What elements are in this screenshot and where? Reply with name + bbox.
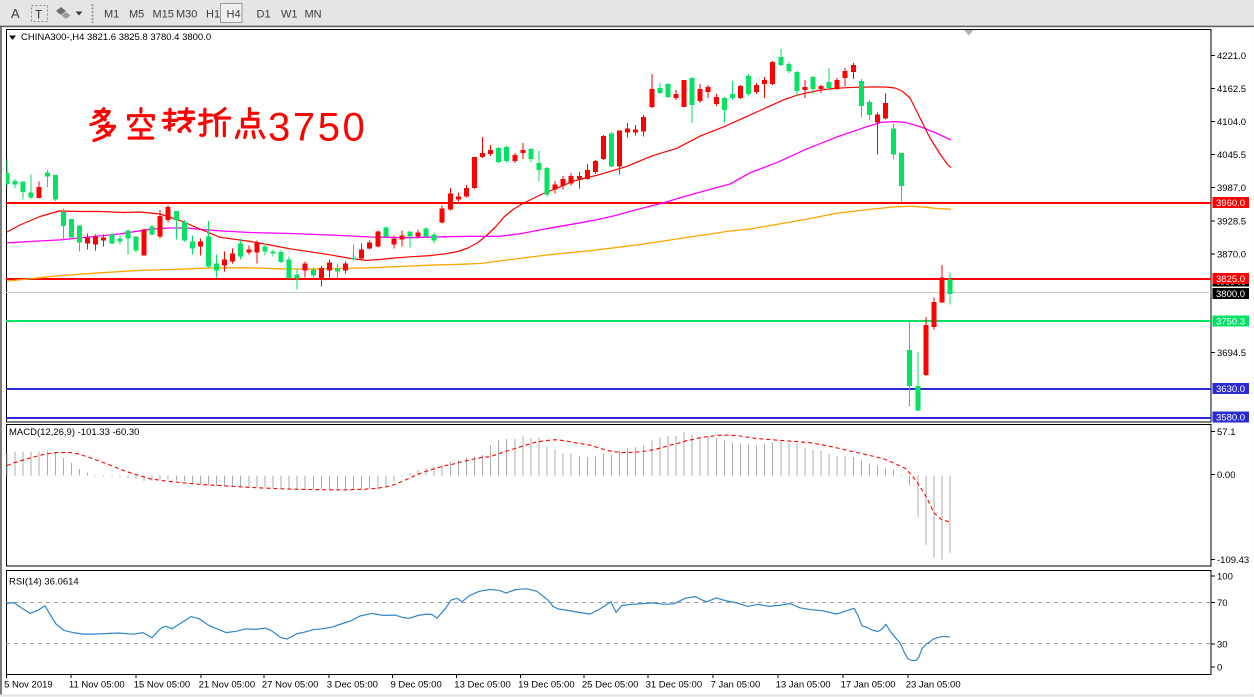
svg-text:4104.0: 4104.0	[1217, 117, 1246, 128]
svg-text:11 Nov 05:00: 11 Nov 05:00	[69, 680, 125, 691]
svg-text:4045.5: 4045.5	[1217, 150, 1246, 161]
svg-text:100: 100	[1217, 572, 1233, 583]
svg-text:27 Nov 05:00: 27 Nov 05:00	[262, 680, 319, 691]
svg-text:3928.5: 3928.5	[1217, 216, 1246, 227]
svg-text:D1: D1	[257, 9, 271, 21]
svg-text:3630.0: 3630.0	[1216, 384, 1245, 395]
svg-text:5 Nov 2019: 5 Nov 2019	[4, 680, 53, 691]
svg-text:M30: M30	[176, 9, 197, 21]
svg-text:21 Nov 05:00: 21 Nov 05:00	[199, 680, 256, 691]
svg-text:A: A	[11, 6, 20, 21]
svg-text:9 Dec 05:00: 9 Dec 05:00	[391, 680, 442, 691]
svg-text:3960.0: 3960.0	[1216, 198, 1245, 209]
svg-text:3987.0: 3987.0	[1217, 183, 1246, 194]
svg-text:3870.0: 3870.0	[1217, 249, 1246, 260]
svg-text:23 Jan 05:00: 23 Jan 05:00	[906, 680, 961, 691]
svg-text:3800.0: 3800.0	[1216, 289, 1245, 300]
svg-text:25 Dec 05:00: 25 Dec 05:00	[582, 680, 639, 691]
svg-text:3 Dec 05:00: 3 Dec 05:00	[327, 680, 378, 691]
svg-text:W1: W1	[281, 9, 298, 21]
svg-text:70: 70	[1217, 598, 1228, 609]
svg-text:0.00: 0.00	[1217, 470, 1236, 481]
svg-text:RSI(14) 36.0614: RSI(14) 36.0614	[9, 577, 79, 588]
svg-text:57.1: 57.1	[1217, 427, 1236, 438]
svg-text:19 Dec 05:00: 19 Dec 05:00	[518, 680, 575, 691]
svg-text:CHINA300-,H4 3821.6 3825.8 37: CHINA300-,H4 3821.6 3825.8 3780.4 3800.0	[21, 32, 211, 43]
svg-text:H1: H1	[206, 9, 220, 21]
svg-text:MACD(12,26,9) -101.33 -60.30: MACD(12,26,9) -101.33 -60.30	[9, 427, 139, 438]
svg-text:M5: M5	[129, 9, 144, 21]
svg-text:3825.0: 3825.0	[1216, 274, 1245, 285]
svg-text:3750: 3750	[268, 106, 367, 150]
svg-text:13 Dec 05:00: 13 Dec 05:00	[454, 680, 511, 691]
svg-text:M1: M1	[104, 9, 119, 21]
svg-text:H4: H4	[227, 9, 241, 21]
svg-text:17 Jan 05:00: 17 Jan 05:00	[841, 680, 896, 691]
svg-text:T: T	[35, 8, 43, 22]
svg-text:30: 30	[1217, 639, 1228, 650]
svg-text:3580.0: 3580.0	[1216, 413, 1245, 424]
svg-text:31 Dec 05:00: 31 Dec 05:00	[646, 680, 703, 691]
svg-text:3750.3: 3750.3	[1216, 317, 1245, 328]
svg-text:15 Nov 05:00: 15 Nov 05:00	[134, 680, 191, 691]
svg-text:7 Jan 05:00: 7 Jan 05:00	[711, 680, 761, 691]
svg-text:13 Jan 05:00: 13 Jan 05:00	[776, 680, 831, 691]
svg-text:0: 0	[1217, 663, 1222, 674]
svg-text:M15: M15	[153, 9, 174, 21]
svg-text:4162.5: 4162.5	[1217, 84, 1246, 95]
svg-text:-109.43: -109.43	[1217, 555, 1249, 566]
svg-text:MN: MN	[305, 9, 322, 21]
svg-text:4221.0: 4221.0	[1217, 51, 1246, 62]
svg-text:3694.5: 3694.5	[1217, 348, 1246, 359]
